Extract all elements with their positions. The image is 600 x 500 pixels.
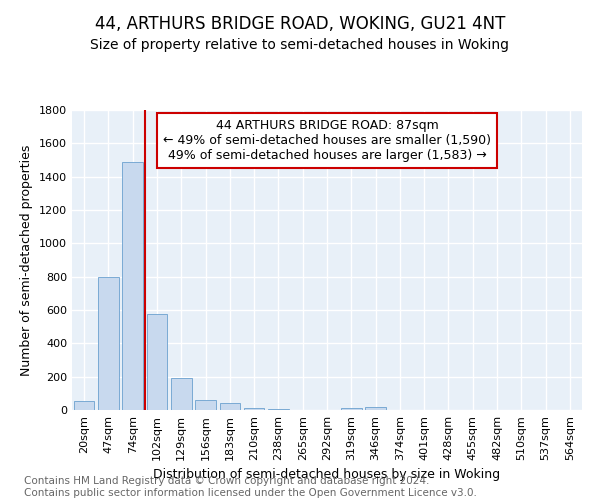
Bar — [365, 406, 386, 410]
Text: 44, ARTHURS BRIDGE ROAD, WOKING, GU21 4NT: 44, ARTHURS BRIDGE ROAD, WOKING, GU21 4N… — [95, 15, 505, 33]
Bar — [220, 404, 240, 410]
Y-axis label: Number of semi-detached properties: Number of semi-detached properties — [20, 144, 34, 376]
Bar — [74, 401, 94, 410]
Bar — [244, 408, 265, 410]
Bar — [171, 378, 191, 410]
Bar — [341, 408, 362, 410]
Bar — [268, 409, 289, 410]
X-axis label: Distribution of semi-detached houses by size in Woking: Distribution of semi-detached houses by … — [154, 468, 500, 481]
Text: Contains HM Land Registry data © Crown copyright and database right 2024.
Contai: Contains HM Land Registry data © Crown c… — [24, 476, 477, 498]
Bar — [195, 400, 216, 410]
Bar — [122, 162, 143, 410]
Text: Size of property relative to semi-detached houses in Woking: Size of property relative to semi-detach… — [91, 38, 509, 52]
Bar — [98, 276, 119, 410]
Bar — [146, 314, 167, 410]
Text: 44 ARTHURS BRIDGE ROAD: 87sqm
← 49% of semi-detached houses are smaller (1,590)
: 44 ARTHURS BRIDGE ROAD: 87sqm ← 49% of s… — [163, 119, 491, 162]
